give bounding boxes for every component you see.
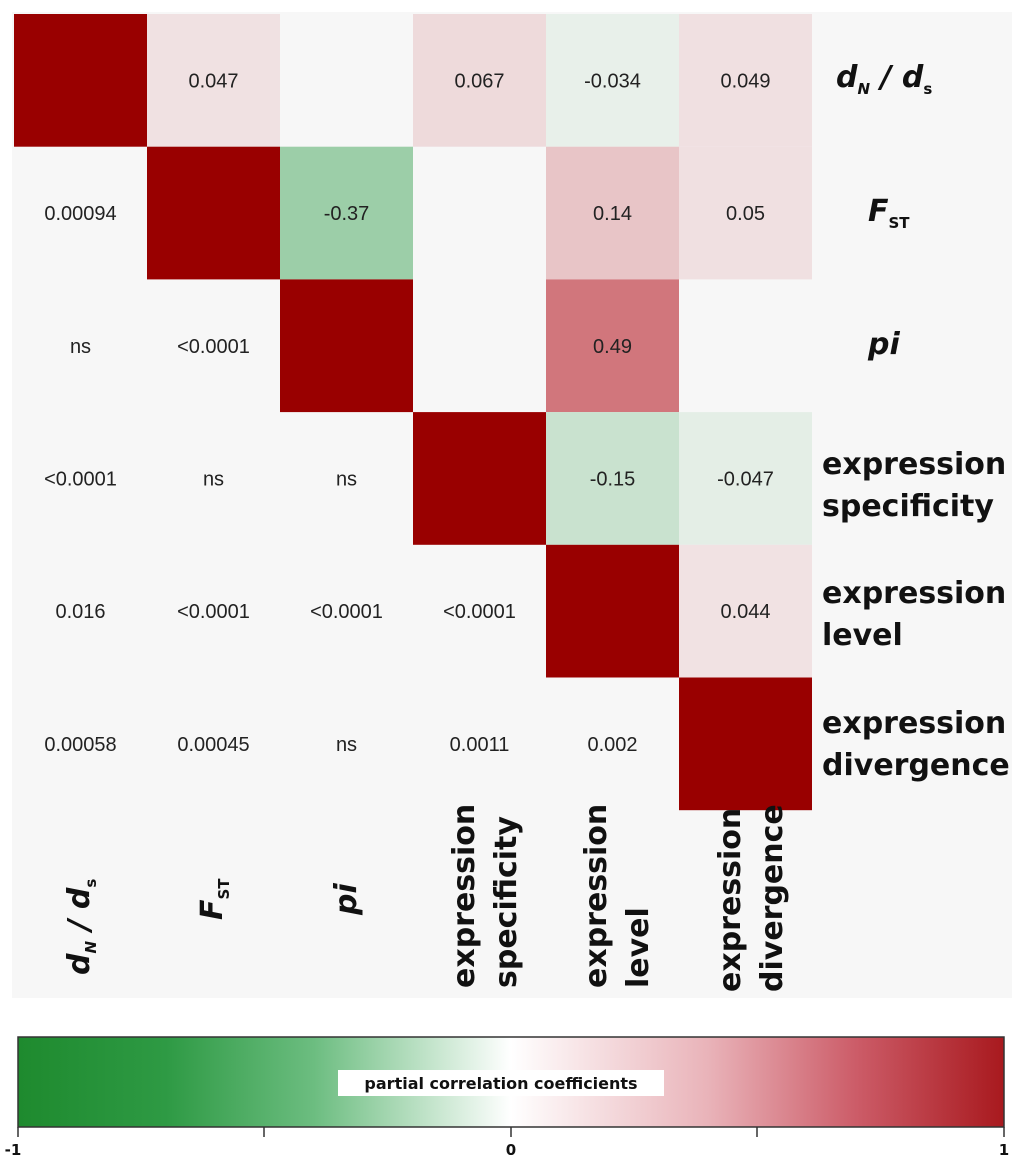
diagonal-cell-2 bbox=[280, 279, 413, 413]
coef-cell-0-4 bbox=[546, 14, 679, 147]
pvalue-label-5-4: 0.002 bbox=[587, 734, 637, 756]
colorbar-max-label: 1 bbox=[999, 1141, 1009, 1159]
coef-cell-3-4 bbox=[546, 412, 679, 545]
row-label-spec-line2: specificity bbox=[822, 489, 994, 524]
diagonal-cell-1 bbox=[147, 146, 280, 280]
diagonal-cell-0 bbox=[14, 14, 147, 147]
diagonal-cell-5 bbox=[679, 677, 812, 811]
heatmap-cells bbox=[14, 14, 812, 811]
col-label-level-line2: level bbox=[621, 907, 656, 988]
coef-cell-3-5 bbox=[679, 412, 812, 545]
row-label-spec-line1: expression bbox=[822, 447, 1006, 482]
pvalue-label-2-1: <0.0001 bbox=[177, 336, 250, 358]
coef-label-0-3: 0.067 bbox=[454, 70, 504, 92]
coef-cell-1-2 bbox=[280, 146, 413, 280]
coef-cell-1-4 bbox=[546, 146, 679, 280]
pvalue-label-5-0: 0.00058 bbox=[44, 734, 116, 756]
diagonal-cell-3 bbox=[413, 412, 546, 545]
pvalue-label-5-1: 0.00045 bbox=[177, 734, 249, 756]
coef-label-1-5: 0.05 bbox=[726, 203, 765, 225]
row-label-level-line1: expression bbox=[822, 576, 1006, 611]
col-label-div-line1: expression bbox=[713, 808, 748, 992]
coef-cell-0-3 bbox=[413, 14, 546, 147]
coef-label-1-2: -0.37 bbox=[324, 203, 370, 225]
row-label-dnds: dN / ds bbox=[836, 60, 932, 98]
colorbar-title-box bbox=[338, 1070, 664, 1096]
coefficient-labels: 0.047 0.067 -0.034 0.049 -0.37 0.14 0.05 0.49 -0… bbox=[188, 70, 773, 623]
col-label-spec-line1: expression bbox=[447, 804, 482, 988]
row-label-fst: FST bbox=[868, 194, 910, 232]
column-labels: dN / ds FST pi expression specificity ex… bbox=[62, 804, 790, 992]
coef-label-2-4: 0.49 bbox=[593, 336, 632, 358]
pvalue-label-4-2: <0.0001 bbox=[310, 601, 383, 623]
pvalue-label-3-1: ns bbox=[203, 468, 224, 490]
row-label-pi: pi bbox=[867, 327, 900, 362]
coef-cell-2-4 bbox=[546, 279, 679, 413]
colorbar-mid-label: 0 bbox=[506, 1141, 516, 1159]
coef-label-4-5: 0.044 bbox=[720, 601, 770, 623]
pvalue-label-1-0: 0.00094 bbox=[44, 203, 116, 225]
pvalue-label-5-3: 0.0011 bbox=[450, 734, 510, 756]
colorbar: partial correlation coefficients -1 0 1 bbox=[5, 1036, 1009, 1159]
col-label-level-line1: expression bbox=[579, 804, 614, 988]
coef-label-3-5: -0.047 bbox=[717, 468, 774, 490]
coef-cell-4-5 bbox=[679, 544, 812, 678]
pvalue-label-4-0: 0.016 bbox=[55, 601, 105, 623]
coef-cell-0-1 bbox=[147, 14, 280, 147]
col-label-pi: pi bbox=[329, 883, 364, 916]
pvalue-label-2-0: ns bbox=[70, 336, 91, 358]
diagonal-cell-4 bbox=[546, 544, 679, 678]
row-label-level-line2: level bbox=[822, 618, 903, 653]
pvalue-label-5-2: ns bbox=[336, 734, 357, 756]
coef-label-0-4: -0.034 bbox=[584, 70, 641, 92]
coef-label-3-4: -0.15 bbox=[590, 468, 636, 490]
coef-label-0-5: 0.049 bbox=[720, 70, 770, 92]
col-label-fst: FST bbox=[195, 878, 233, 920]
row-label-div-line1: expression bbox=[822, 706, 1006, 741]
coef-cell-1-5 bbox=[679, 146, 812, 280]
row-label-div-line2: divergence bbox=[822, 748, 1010, 783]
coef-label-0-1: 0.047 bbox=[188, 70, 238, 92]
colorbar-title: partial correlation coefficients bbox=[364, 1074, 637, 1093]
coef-cell-0-5 bbox=[679, 14, 812, 147]
col-label-div-line2: divergence bbox=[755, 804, 790, 992]
pvalue-label-4-1: <0.0001 bbox=[177, 601, 250, 623]
row-labels: dN / ds FST pi expression specificity ex… bbox=[822, 60, 1010, 783]
col-label-spec-line2: specificity bbox=[489, 816, 524, 988]
coef-label-1-4: 0.14 bbox=[593, 203, 632, 225]
pvalue-label-3-2: ns bbox=[336, 468, 357, 490]
pvalue-labels: 0.00094 ns <0.0001 <0.0001 ns ns 0.016 <0.0001 <… bbox=[44, 203, 637, 756]
col-label-dnds: dN / ds bbox=[62, 879, 100, 975]
pvalue-label-4-3: <0.0001 bbox=[443, 601, 516, 623]
colorbar-min-label: -1 bbox=[5, 1141, 22, 1159]
pvalue-label-3-0: <0.0001 bbox=[44, 468, 117, 490]
